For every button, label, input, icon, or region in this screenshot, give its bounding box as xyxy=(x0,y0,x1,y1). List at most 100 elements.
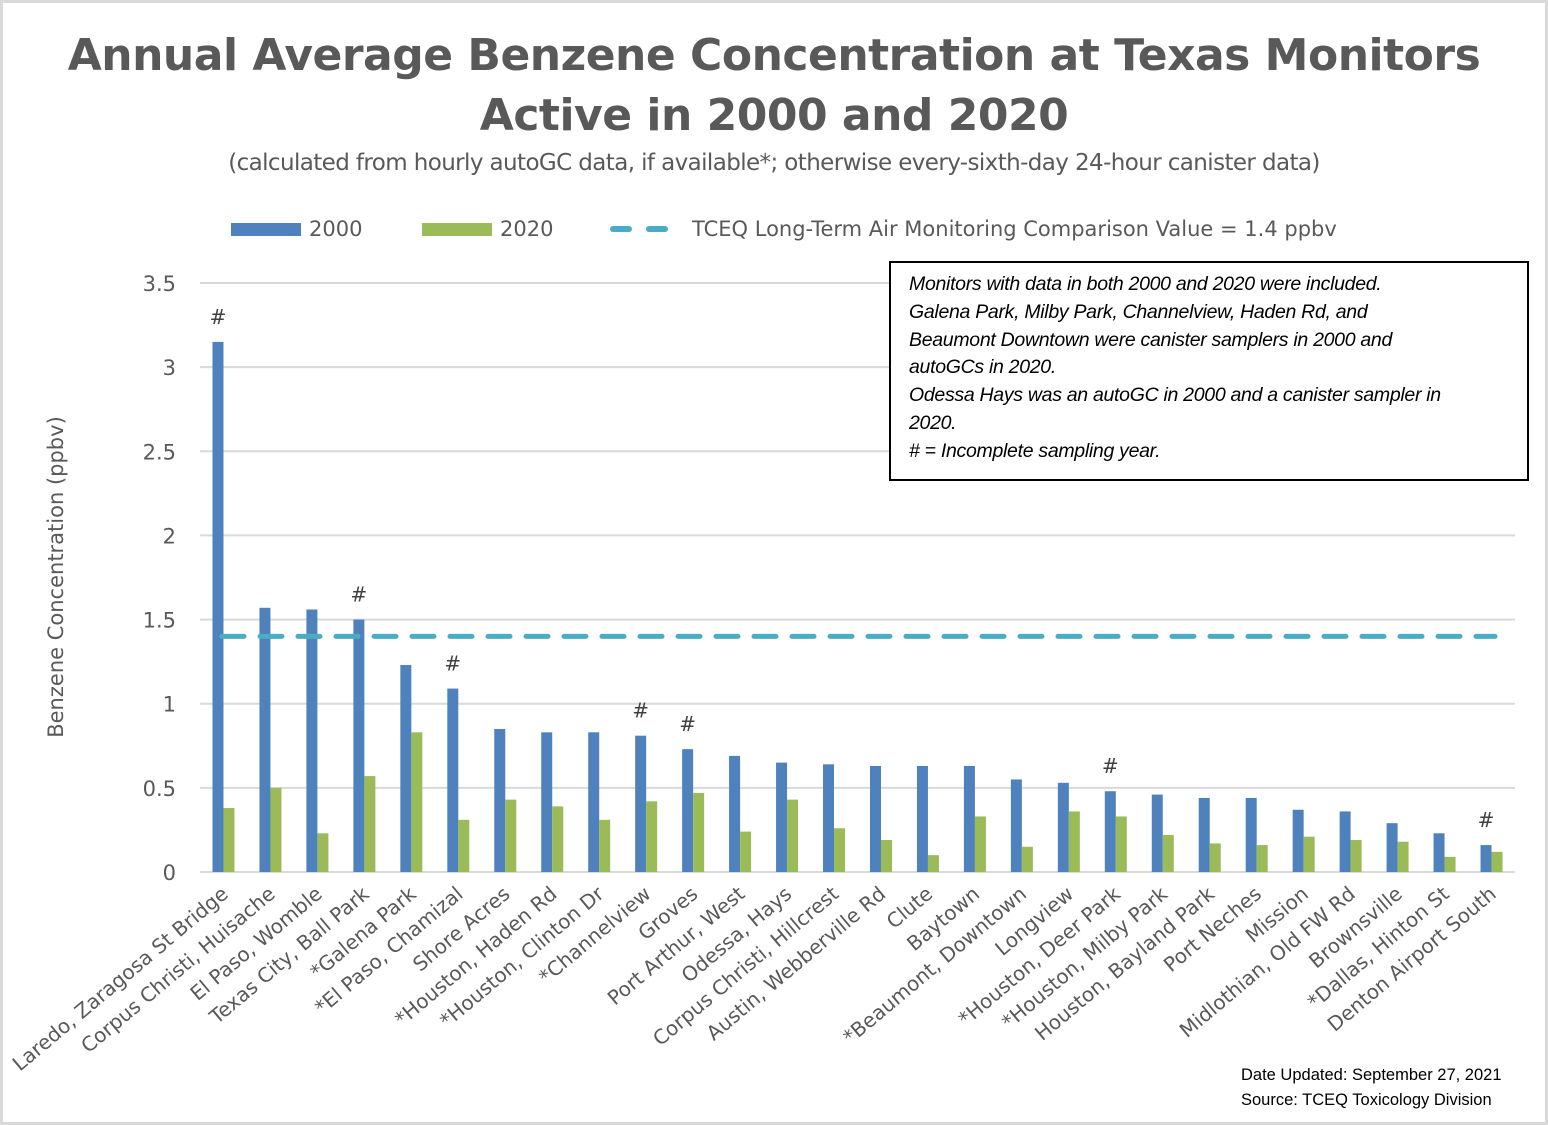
bar-2000 xyxy=(1245,797,1257,872)
incomplete-flag: # xyxy=(210,305,227,329)
bar-2000 xyxy=(494,728,506,872)
bar-2020 xyxy=(599,819,611,872)
bar-2020 xyxy=(1491,851,1503,872)
y-tick-label: 3.5 xyxy=(143,272,176,296)
annotation-line: Odessa Hays was an autoGC in 2000 and a … xyxy=(909,384,1441,407)
y-tick-label: 1.5 xyxy=(143,609,176,633)
bar-2000 xyxy=(1433,833,1445,872)
chart-title-line-1: Annual Average Benzene Concentration at … xyxy=(67,30,1481,81)
legend-label-2020: 2020 xyxy=(500,217,554,241)
bar-2000 xyxy=(963,765,975,872)
bar-2000 xyxy=(541,732,553,872)
bar-2020 xyxy=(1397,841,1409,872)
bar-2020 xyxy=(740,831,752,872)
incomplete-flag: # xyxy=(444,652,461,676)
legend-item-2000: 2000 xyxy=(231,214,362,244)
bar-2000 xyxy=(353,619,365,872)
bar-2020 xyxy=(974,816,986,872)
bar-2020 xyxy=(1350,840,1362,872)
y-tick-label: 2 xyxy=(163,524,176,548)
bar-2020 xyxy=(1068,811,1080,872)
legend-label-reference: TCEQ Long-Term Air Monitoring Comparison… xyxy=(692,217,1337,241)
bar-2000 xyxy=(635,735,647,872)
bar-2020 xyxy=(1209,843,1221,872)
incomplete-flags: # # # # # # # xyxy=(210,305,1495,832)
annotation-line: Galena Park, Milby Park, Channelview, Ha… xyxy=(909,300,1368,323)
bar-2020 xyxy=(364,776,376,872)
bar-2000 xyxy=(306,609,318,872)
bar-2020 xyxy=(1021,846,1033,872)
x-tick-label: Corpus Christi, Huisache xyxy=(76,881,279,1057)
incomplete-flag: # xyxy=(1102,754,1119,778)
bar-2000 xyxy=(400,665,412,872)
bar-2020 xyxy=(646,801,658,872)
chart-subtitle: (calculated from hourly autoGC data, if … xyxy=(228,150,1320,176)
bar-2020 xyxy=(1256,845,1268,872)
annotation-box: Monitors with data in both 2000 and 2020… xyxy=(889,261,1529,481)
bar-2020 xyxy=(880,840,892,872)
bar-2020 xyxy=(458,819,470,872)
y-tick-label: 0 xyxy=(163,861,176,885)
bar-2020 xyxy=(1444,856,1456,872)
legend-label-2000: 2000 xyxy=(309,217,363,241)
bar-2000 xyxy=(1292,809,1304,872)
y-tick-label: 2.5 xyxy=(143,440,176,464)
bar-2000 xyxy=(1386,823,1398,872)
bar-2020 xyxy=(1115,816,1127,872)
bar-2000 xyxy=(1104,791,1116,872)
bar-2020 xyxy=(411,732,423,872)
bar-2000 xyxy=(776,762,788,872)
annotation-line: # = Incomplete sampling year. xyxy=(909,439,1161,462)
bar-2000 xyxy=(1339,811,1351,872)
incomplete-flag: # xyxy=(679,712,696,736)
bar-2000 xyxy=(823,764,835,872)
bar-2020 xyxy=(1162,834,1174,872)
bar-2000 xyxy=(212,341,224,872)
bar-2020 xyxy=(270,787,282,872)
y-tick-label: 0.5 xyxy=(143,777,176,801)
bar-2000 xyxy=(447,688,459,872)
y-tick-label: 1 xyxy=(163,693,176,717)
legend-dash-reference xyxy=(610,226,670,232)
bar-2020 xyxy=(834,828,846,872)
annotation-line: autoGCs in 2020. xyxy=(909,356,1056,379)
bar-2000 xyxy=(1151,794,1163,872)
bar-2020 xyxy=(505,799,517,872)
bar-2000 xyxy=(1480,845,1492,872)
bar-2000 xyxy=(588,732,600,872)
legend-swatch-2020 xyxy=(422,222,492,236)
bar-2020 xyxy=(927,855,939,872)
bar-2020 xyxy=(223,808,235,872)
bars xyxy=(212,341,1503,872)
bar-2000 xyxy=(1057,782,1069,872)
bar-2020 xyxy=(787,799,799,872)
bar-2020 xyxy=(552,806,564,872)
incomplete-flag: # xyxy=(1478,808,1495,832)
bar-2000 xyxy=(729,755,741,872)
incomplete-flag: # xyxy=(632,699,649,723)
bar-2000 xyxy=(259,607,271,872)
bar-2000 xyxy=(1198,797,1210,872)
legend-item-2020: 2020 xyxy=(422,214,553,244)
legend-item-reference: TCEQ Long-Term Air Monitoring Comparison… xyxy=(610,214,1337,244)
bar-2020 xyxy=(693,792,705,872)
bar-2020 xyxy=(317,833,329,872)
chart-title-line-2: Active in 2000 and 2020 xyxy=(479,90,1069,141)
incomplete-flag: # xyxy=(350,583,367,607)
bar-2000 xyxy=(1010,779,1022,872)
annotation-line: 2020. xyxy=(909,411,957,434)
chart-legend: 2000 2020 TCEQ Long-Term Air Monitoring … xyxy=(0,214,1548,244)
date-updated: Date Updated: September 27, 2021 xyxy=(1241,1066,1502,1084)
annotation-line: Beaumont Downtown were canister samplers… xyxy=(909,328,1393,351)
y-tick-label: 3 xyxy=(163,356,176,380)
annotation-line: Monitors with data in both 2000 and 2020… xyxy=(909,273,1382,295)
legend-swatch-2000 xyxy=(231,222,301,236)
source-note: Source: TCEQ Toxicology Division xyxy=(1241,1091,1492,1109)
bar-2000 xyxy=(869,765,881,872)
bar-2000 xyxy=(916,765,928,872)
bar-2000 xyxy=(682,749,694,872)
bar-2020 xyxy=(1303,836,1315,872)
